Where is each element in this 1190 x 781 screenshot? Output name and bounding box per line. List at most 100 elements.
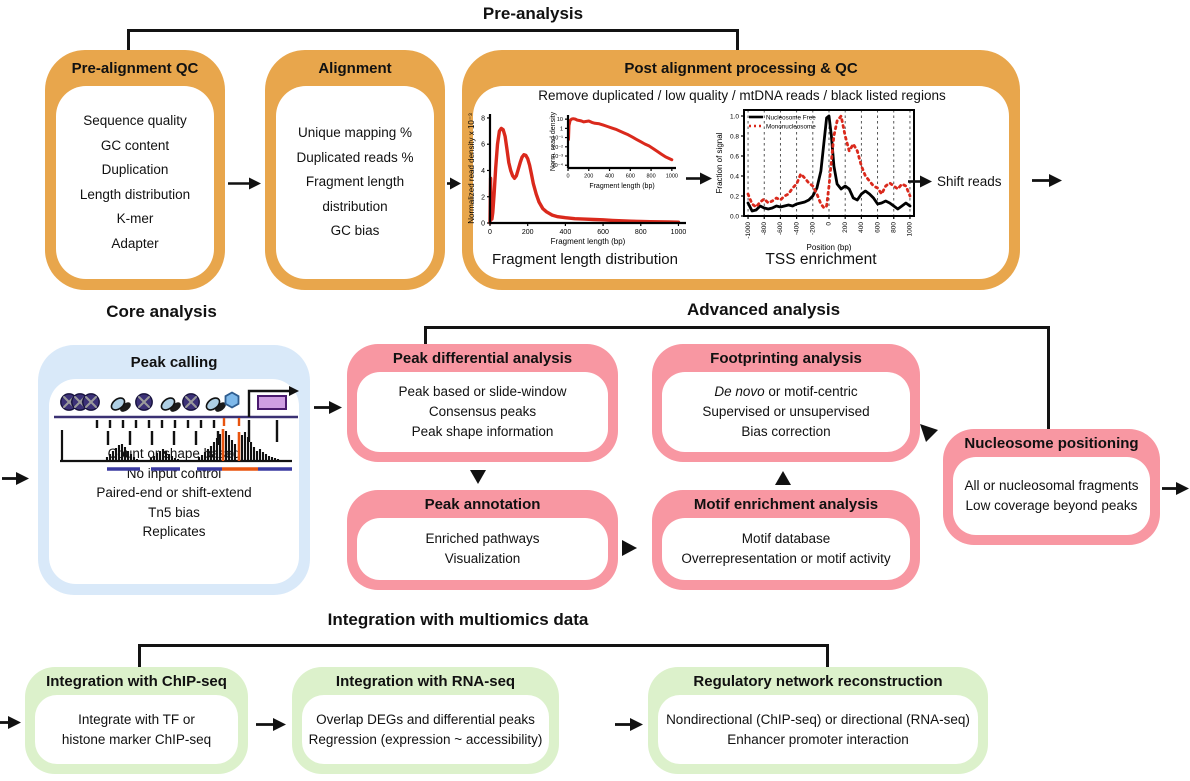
list-item: All or nucleosomal fragments bbox=[964, 478, 1139, 493]
svg-text:0: 0 bbox=[566, 174, 569, 180]
box-items: Enriched pathways Visualization bbox=[425, 529, 539, 569]
box-items: Unique mapping % Duplicated reads % Fragme… bbox=[280, 121, 430, 244]
box-motif-enrichment: Motif enrichment analysis Motif database… bbox=[652, 490, 920, 590]
svg-text:400: 400 bbox=[858, 222, 865, 233]
svg-text:0.0: 0.0 bbox=[730, 213, 739, 220]
section-label-core-analysis: Core analysis bbox=[106, 302, 217, 321]
svg-text:8: 8 bbox=[481, 115, 485, 122]
svg-text:-200: -200 bbox=[810, 222, 817, 235]
box-title: Peak calling bbox=[130, 354, 218, 371]
arrow-into-integration bbox=[0, 714, 21, 736]
cut-site-ticks-orange bbox=[222, 418, 241, 426]
arrow-chipseq-to-rnaseq bbox=[256, 716, 286, 738]
nucleosome-icons bbox=[60, 393, 200, 411]
arrowhead-diagonal-to-footprinting bbox=[917, 421, 939, 448]
list-item: Overrepresentation or motif activity bbox=[681, 551, 891, 566]
advanced-analysis-bracket-right bbox=[1047, 326, 1050, 430]
coverage-bars-orange bbox=[221, 429, 241, 461]
advanced-analysis-bracket-left bbox=[424, 326, 427, 345]
arrowhead-down-differential-to-annotation bbox=[469, 469, 487, 490]
box-title: Integration with RNA-seq bbox=[335, 673, 516, 690]
svg-text:800: 800 bbox=[890, 222, 897, 233]
svg-text:-1000: -1000 bbox=[745, 222, 752, 239]
list-item: Enhancer promoter interaction bbox=[727, 731, 909, 747]
svg-text:-400: -400 bbox=[793, 222, 800, 235]
svg-text:Norm. read density: Norm. read density bbox=[550, 111, 557, 171]
svg-text:10⁻⁴: 10⁻⁴ bbox=[552, 162, 564, 169]
fragment-length-chart: 0 200 400 600 800 1000 0 2 4 6 8 Fragment length (b… bbox=[467, 113, 686, 246]
box-items: Integrate with TF or histone marker ChIP-… bbox=[62, 710, 211, 750]
arrow-between-plots bbox=[686, 171, 712, 191]
peak-calling-illustration bbox=[54, 386, 299, 471]
pre-analysis-bracket-left bbox=[127, 29, 130, 51]
list-item: Overlap DEGs and differential peaks bbox=[316, 711, 535, 727]
box-title: Alignment bbox=[318, 60, 392, 77]
svg-text:Fraction of signal: Fraction of signal bbox=[715, 132, 724, 193]
list-item: histone marker ChIP-seq bbox=[61, 731, 212, 747]
box-post-alignment: Post alignment processing & QC bbox=[462, 50, 1020, 290]
arrowhead-right-annotation-to-motif bbox=[621, 539, 638, 562]
list-item: Nondirectional (ChIP-seq) or directional… bbox=[666, 711, 970, 727]
arrow-alignment-to-post bbox=[447, 176, 461, 196]
svg-text:600: 600 bbox=[597, 229, 609, 236]
svg-text:Fragment length (bp): Fragment length (bp) bbox=[589, 183, 654, 190]
arrow-into-peak-calling bbox=[2, 470, 29, 492]
svg-text:0.8: 0.8 bbox=[730, 133, 739, 140]
box-items: Nondirectional (ChIP-seq) or directional… bbox=[666, 710, 970, 750]
svg-text:1.0: 1.0 bbox=[730, 113, 739, 120]
advanced-analysis-bracket bbox=[424, 326, 1050, 329]
svg-text:2: 2 bbox=[481, 194, 485, 201]
chart-caption-tss: TSS enrichment bbox=[765, 251, 877, 268]
section-label-advanced-analysis: Advanced analysis bbox=[686, 300, 841, 319]
box-items: All or nucleosomal fragments Low coverage… bbox=[964, 476, 1138, 516]
arrowhead-up-motif-to-footprinting bbox=[774, 470, 792, 491]
box-title: Post alignment processing & QC bbox=[624, 60, 858, 77]
box-items: De novo or motif-centric Supervised or un… bbox=[702, 382, 869, 442]
list-item: K-mer bbox=[116, 211, 154, 226]
arrow-peakcalling-to-differential bbox=[314, 399, 342, 421]
tn5-transposase-icons bbox=[110, 397, 226, 412]
svg-text:-800: -800 bbox=[761, 222, 768, 235]
box-title: Regulatory network reconstruction bbox=[693, 673, 943, 690]
list-item: Low coverage beyond peaks bbox=[965, 498, 1138, 513]
svg-text:0: 0 bbox=[826, 222, 833, 226]
box-pre-alignment-qc: Pre-alignment QC Sequence quality GC cont… bbox=[45, 50, 225, 290]
svg-text:Nucleosome Free: Nucleosome Free bbox=[766, 114, 816, 121]
pre-analysis-bracket bbox=[127, 29, 739, 32]
list-item: Duplication bbox=[101, 162, 169, 177]
svg-text:10⁻¹: 10⁻¹ bbox=[552, 136, 563, 142]
svg-text:10⁻³: 10⁻³ bbox=[552, 154, 563, 160]
box-items: Motif database Overrepresentation or moti… bbox=[681, 529, 890, 569]
list-item: Peak shape information bbox=[411, 424, 554, 439]
arrow-to-shift-reads bbox=[908, 174, 932, 194]
list-item: Length distribution bbox=[79, 186, 191, 202]
svg-text:1: 1 bbox=[560, 126, 563, 132]
gene-tss-arrow bbox=[247, 386, 299, 417]
list-item: Bias correction bbox=[741, 424, 831, 439]
svg-text:1000: 1000 bbox=[907, 222, 914, 237]
list-item: Tn5 bias bbox=[148, 504, 200, 520]
integration-bracket bbox=[138, 644, 829, 647]
svg-text:0.2: 0.2 bbox=[730, 193, 739, 200]
svg-text:Position (bp): Position (bp) bbox=[807, 243, 852, 252]
svg-text:400: 400 bbox=[560, 229, 572, 236]
svg-text:Fragment length (bp): Fragment length (bp) bbox=[551, 237, 626, 246]
fragment-length-inset-chart: 0 200 400 600 800 1000 10 1 10⁻¹ 10⁻² 10⁻³ 10⁻⁴ Frag… bbox=[550, 111, 678, 190]
tss-enrichment-chart: -1000 -800 -600 -400 -200 0 200 400 600 800 1000 0.… bbox=[715, 109, 915, 252]
box-title: Motif enrichment analysis bbox=[693, 496, 879, 513]
post-alignment-note: Remove duplicated / low quality / mtDNA … bbox=[538, 88, 946, 103]
list-item: Motif database bbox=[741, 531, 831, 546]
box-title: Footprinting analysis bbox=[710, 350, 862, 367]
list-item: De novo or motif-centric bbox=[714, 384, 858, 399]
svg-text:0.6: 0.6 bbox=[730, 153, 739, 160]
integration-bracket-right bbox=[826, 644, 829, 668]
arrow-rnaseq-to-regulatory bbox=[615, 716, 643, 738]
box-peak-annotation: Peak annotation Enriched pathways Visuali… bbox=[347, 490, 618, 590]
list-item: Visualization bbox=[444, 551, 521, 566]
list-item: Peak based or slide-window bbox=[398, 384, 567, 399]
tf-hexagon-icon bbox=[224, 391, 240, 409]
list-item: GC content bbox=[100, 137, 170, 153]
box-items: Peak based or slide-window Consensus peak… bbox=[398, 382, 566, 442]
svg-text:600: 600 bbox=[874, 222, 881, 233]
